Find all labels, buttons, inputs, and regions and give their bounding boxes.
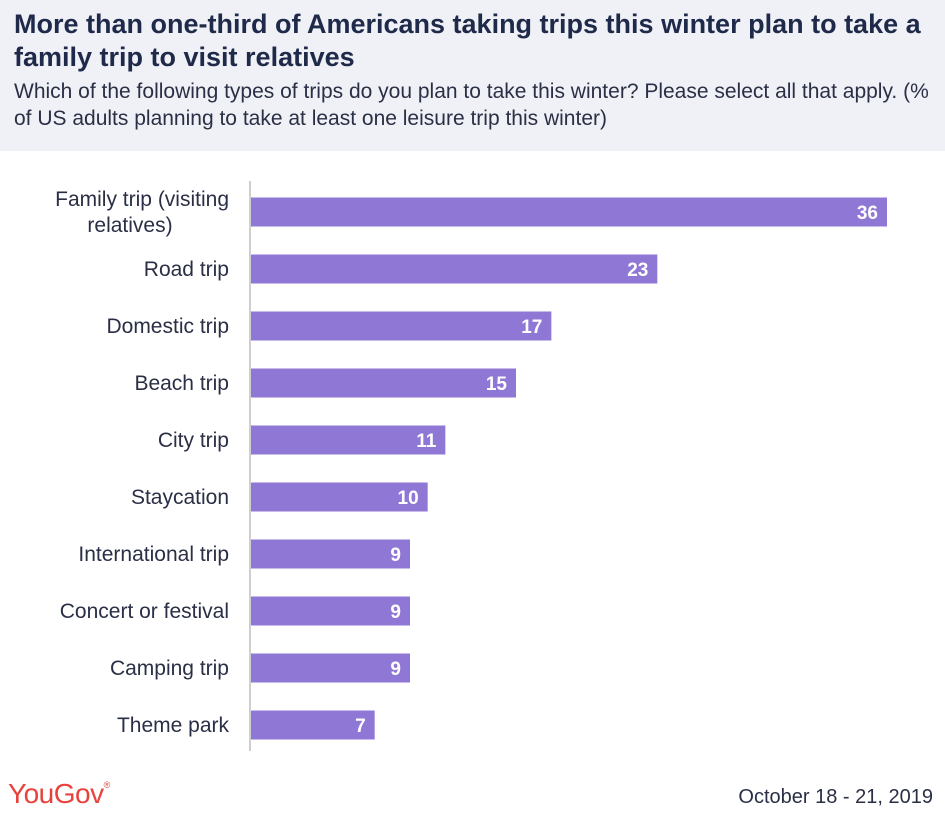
category-label: City trip [158,429,229,452]
category-label: Road trip [144,258,229,281]
bar [251,254,658,284]
category-label-line: Family trip (visiting [55,188,229,211]
category-label-line: Beach trip [134,372,229,395]
bar-value-label: 15 [486,374,508,395]
bar-value-label: 9 [390,602,401,623]
category-label: Camping trip [110,657,229,680]
bar-value-label: 23 [627,260,648,281]
category-label: Family trip (visiting relatives) [55,188,229,237]
category-label-line: relatives) [87,214,172,237]
bar-value-label: 9 [390,545,401,566]
bar-value-label: 7 [355,716,366,737]
bar [251,596,410,626]
bar-value-label: 11 [416,431,437,452]
survey-date: October 18 - 21, 2019 [738,786,933,808]
category-label: Beach trip [134,372,229,395]
chart-title: More than one-third of Americans taking … [14,9,921,72]
chart-header: More than one-third of Americans taking … [0,0,945,151]
category-label-line: Concert or festival [60,600,229,623]
category-label: Staycation [131,486,229,509]
bar [251,539,410,569]
category-label-line: Camping trip [110,657,229,680]
bar [251,710,375,740]
bar-value-label: 36 [857,203,878,224]
category-label-line: Theme park [117,714,230,737]
bar [251,653,410,683]
category-label: Theme park [117,714,230,737]
category-label: International trip [78,543,229,566]
bar [251,482,428,512]
bar [251,197,887,227]
bar-value-label: 17 [521,317,542,338]
category-label: Concert or festival [60,600,229,623]
bar-value-label: 9 [390,659,401,680]
bar [251,368,516,398]
category-label-line: International trip [78,543,229,566]
category-label-line: Road trip [144,258,229,281]
bar [251,425,446,455]
bar-value-label: 10 [398,488,419,509]
category-label-line: City trip [158,429,229,452]
bar-chart: 36 Family trip (visiting relatives) 23 Road … [55,181,887,751]
category-label-line: Staycation [131,486,229,509]
category-label-line: Domestic trip [106,315,229,338]
yougov-logo: YouGov® [8,778,110,809]
bar [251,311,552,341]
category-label: Domestic trip [106,315,229,338]
chart-subtitle: Which of the following types of trips do… [14,80,929,130]
